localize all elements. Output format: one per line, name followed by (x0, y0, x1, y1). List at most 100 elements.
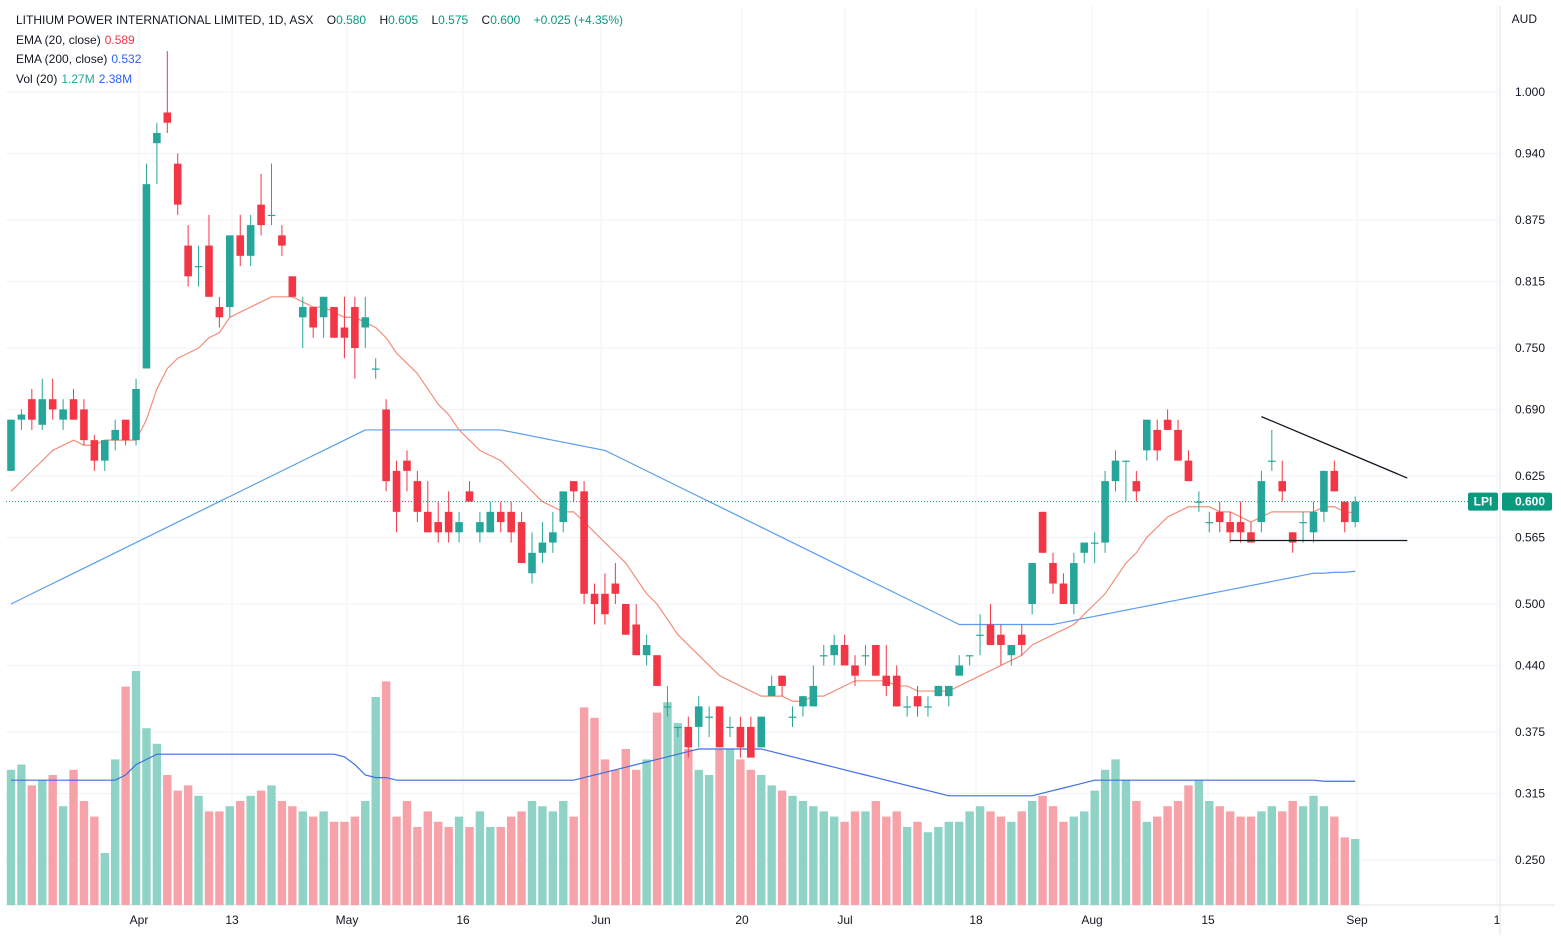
candle-body (632, 624, 640, 656)
candle-body (1351, 501, 1359, 523)
symbol-title[interactable]: LITHIUM POWER INTERNATIONAL LIMITED, 1D,… (16, 13, 314, 27)
candle-body (194, 266, 203, 268)
candle-body (403, 460, 411, 471)
candle-body (69, 399, 78, 420)
volume-bar (892, 811, 901, 905)
candle-body (872, 644, 880, 676)
y-tick-label: 0.500 (1515, 597, 1545, 611)
symbol-badge-text: LPI (1474, 495, 1493, 509)
candle-body (590, 593, 599, 604)
volume-bar (1069, 816, 1079, 905)
volume-bar (1017, 811, 1026, 905)
volume-bar (506, 816, 516, 905)
volume-bar (225, 806, 235, 905)
candle-body (809, 685, 818, 707)
candle-body (580, 491, 588, 594)
volume-bar (1007, 821, 1016, 905)
candle-body (100, 440, 109, 461)
candle-body (465, 491, 474, 502)
y-tick-label: 0.440 (1515, 658, 1545, 672)
volume-bar (111, 759, 120, 905)
volume-bar (163, 775, 172, 905)
x-tick-label: 20 (735, 913, 749, 927)
candle-body (1070, 563, 1078, 604)
candle-body (1080, 542, 1089, 553)
volume-bar (340, 821, 349, 905)
volume-bar (256, 790, 266, 905)
volume-bar (454, 816, 464, 905)
candle-body (861, 655, 870, 657)
volume-bar (986, 811, 995, 905)
x-tick-label: May (336, 913, 359, 927)
candle-body (111, 429, 119, 441)
volume-bar (90, 816, 99, 905)
candle-body (507, 511, 515, 533)
candle-body (1340, 501, 1349, 523)
candle-body (517, 522, 526, 564)
candle-body (1017, 634, 1026, 645)
x-tick-label: 18 (969, 913, 983, 927)
volume-bar (955, 821, 964, 905)
volume-bar (486, 827, 495, 905)
y-tick-label: 0.250 (1515, 853, 1545, 867)
high-value: 0.605 (388, 13, 419, 27)
ema200-row[interactable]: EMA (200, close) 0.532 (16, 50, 623, 70)
volume-bar (1048, 806, 1058, 905)
candle-body (892, 675, 901, 707)
y-tick-label: 1.000 (1515, 85, 1545, 99)
volume-bar (79, 801, 89, 905)
volume-bar (1340, 837, 1349, 905)
volume-bar (725, 749, 735, 905)
volume-bar (183, 785, 193, 905)
candle-body (1174, 429, 1182, 461)
candle-body (1236, 522, 1245, 533)
ema20-row[interactable]: EMA (20, close) 0.589 (16, 31, 623, 51)
volume-bar (902, 827, 912, 905)
volume-bar (767, 785, 776, 905)
volume-bar (840, 821, 849, 905)
volume-bar (965, 811, 974, 905)
volume-row[interactable]: Vol (20) 1.27M 2.38M (16, 70, 623, 90)
y-tick-label: 0.875 (1515, 213, 1545, 227)
candle-body (601, 593, 609, 615)
candle-body (267, 214, 276, 217)
volume-bar (704, 775, 714, 905)
candle-body (1049, 563, 1057, 584)
candle-body (694, 706, 703, 727)
volume-bar (48, 775, 57, 905)
candle-body (986, 624, 995, 645)
x-tick-label: 16 (456, 913, 470, 927)
candle-body (1111, 460, 1120, 482)
volume-bar (913, 821, 922, 905)
volume-bar (1267, 806, 1277, 905)
volume-bar (1059, 821, 1068, 905)
x-tick-label: 13 (225, 913, 239, 927)
volume-bar (527, 801, 537, 905)
volume-bar (1038, 795, 1047, 905)
volume-bar (652, 712, 662, 905)
volume-bar (329, 821, 339, 905)
candle-body (799, 696, 807, 707)
candle-body (945, 685, 953, 697)
candle-body (819, 655, 828, 657)
volume-bar (1132, 801, 1141, 905)
candle-body (538, 542, 547, 553)
x-tick-label: Aug (1081, 913, 1102, 927)
candle-body (38, 399, 47, 425)
candle-body (976, 634, 984, 636)
volume-bar (1184, 785, 1193, 905)
volume-bar (1080, 811, 1089, 905)
volume-bar (1236, 816, 1245, 905)
volume-bar (1278, 811, 1287, 905)
volume-bar (611, 769, 620, 905)
candle-body (1007, 644, 1016, 656)
currency-label[interactable]: AUD (1511, 12, 1537, 26)
y-tick-label: 0.565 (1515, 530, 1545, 544)
candle-body (684, 726, 693, 748)
candle-body (142, 184, 151, 369)
volume-bar (267, 785, 276, 905)
volume-bar (1215, 806, 1224, 905)
volume-bar (1298, 806, 1308, 905)
